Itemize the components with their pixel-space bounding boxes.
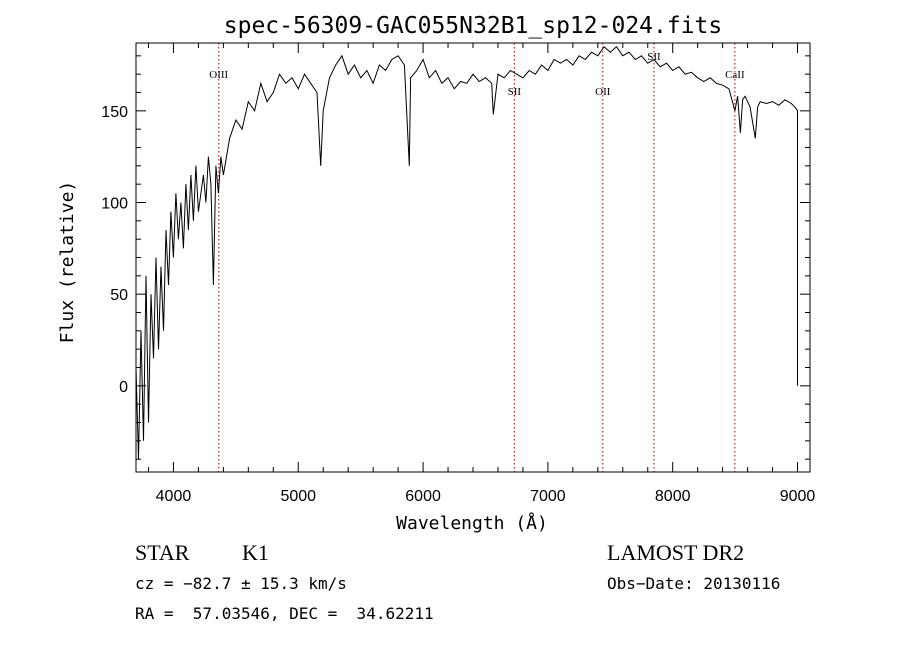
line-marker-label: SII	[508, 86, 522, 98]
line-marker-label: OIII	[209, 69, 228, 81]
object-class: STAR	[135, 540, 190, 565]
x-tick-label: 6000	[405, 488, 441, 505]
x-tick-label: 8000	[655, 488, 691, 505]
spectrum-series	[135, 45, 798, 460]
y-tick-label: 50	[110, 287, 128, 304]
plot-frame	[135, 42, 811, 473]
line-marker-label: SII	[647, 51, 661, 63]
chart-title: spec-56309-GAC055N32B1_sp12-024.fits	[224, 13, 723, 39]
object-subclass: K1	[242, 540, 269, 565]
x-tick-label: 9000	[780, 488, 816, 505]
emission-line-markers: OIII SII OII SII CaII	[209, 43, 745, 472]
y-axis: 0 50 100 150	[101, 55, 810, 460]
y-tick-label: 0	[119, 379, 128, 396]
y-axis-label: Flux (relative)	[57, 181, 78, 344]
line-marker-label: CaII	[725, 69, 745, 81]
y-tick-label: 100	[101, 196, 128, 213]
survey-name: LAMOST DR2	[607, 540, 745, 565]
redshift-velocity: cz = −82.7 ± 15.3 km/s	[135, 574, 347, 593]
sky-coordinates: RA = 57.03546, DEC = 34.62211	[135, 604, 434, 623]
x-axis: 4000 5000 6000 7000 8000 9000	[147, 43, 816, 505]
observation-date: Obs−Date: 20130116	[607, 574, 781, 593]
y-tick-label: 150	[101, 104, 128, 121]
x-tick-label: 4000	[156, 488, 192, 505]
x-tick-label: 7000	[530, 488, 566, 505]
x-axis-label: Wavelength (Å)	[396, 512, 548, 534]
line-marker-label: OII	[595, 86, 611, 98]
x-tick-label: 5000	[280, 488, 316, 505]
spectrum-line	[135, 45, 798, 460]
